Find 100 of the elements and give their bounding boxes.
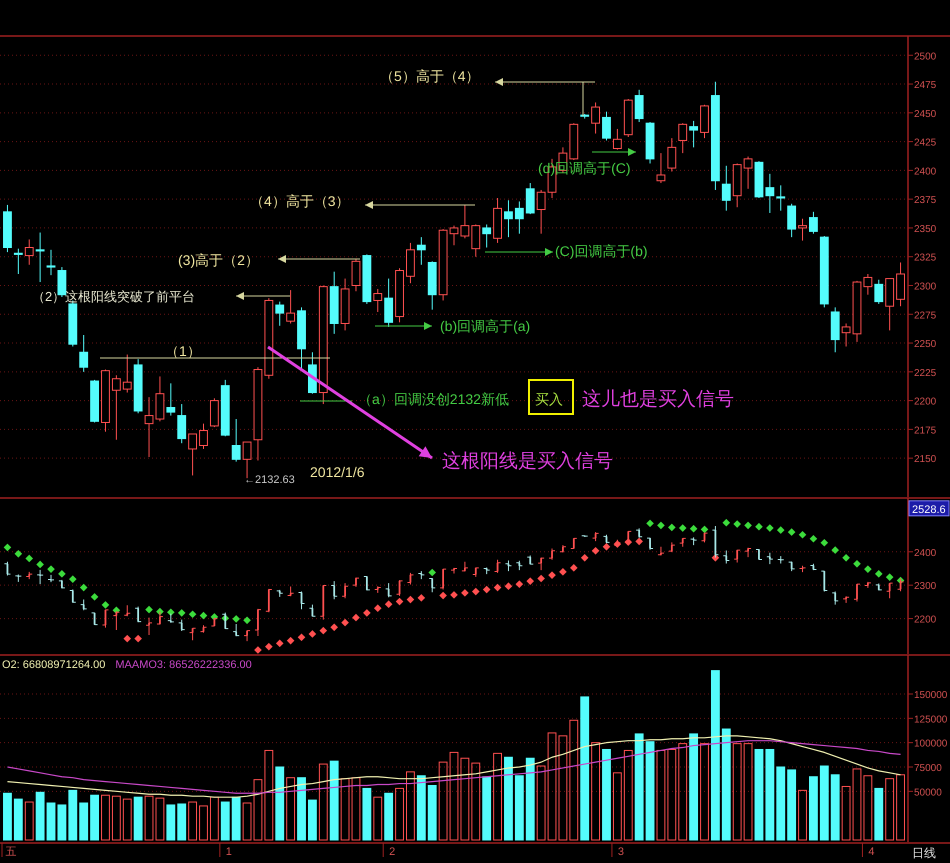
point <box>439 592 447 600</box>
point <box>36 560 44 568</box>
y-tick-label: 2400 <box>914 166 937 178</box>
candlestick <box>14 248 23 274</box>
y-tick-label: 150000 <box>914 690 948 701</box>
bar <box>798 790 807 840</box>
y-tick-label: 2475 <box>914 80 937 92</box>
candlestick <box>112 374 121 440</box>
point <box>482 586 490 594</box>
annotation: ←2132.63 <box>244 474 295 486</box>
point <box>243 616 251 624</box>
point <box>80 584 88 592</box>
candlestick <box>722 165 731 212</box>
y-tick-label: 75000 <box>914 762 942 774</box>
bar <box>656 750 666 840</box>
bar <box>558 735 568 840</box>
candlestick <box>842 322 851 348</box>
candlestick <box>744 156 752 190</box>
point <box>320 626 328 634</box>
annotation: 买入 <box>535 391 563 407</box>
bar <box>722 728 731 840</box>
x-tick-label: 2 <box>389 846 396 858</box>
point <box>494 584 502 592</box>
bar <box>776 766 786 840</box>
candlestick <box>122 354 132 394</box>
bar <box>101 794 110 840</box>
candlestick <box>667 138 676 172</box>
candlestick <box>689 120 698 148</box>
annotation: （4）高于（3） <box>250 193 350 209</box>
annotation: (C)回调高于(b) <box>555 243 648 259</box>
bar <box>820 766 829 840</box>
point <box>450 591 458 599</box>
point <box>657 522 665 530</box>
point <box>700 526 708 534</box>
bar <box>90 794 99 840</box>
legend: O2: 66808971264.00 MAAMO3: 86526222336.00 <box>2 659 252 671</box>
bar <box>308 800 317 840</box>
candlestick <box>177 404 186 444</box>
point <box>842 554 850 562</box>
bar <box>3 792 12 840</box>
y-tick-label: 2200 <box>914 614 937 626</box>
y-tick-label: 125000 <box>914 714 948 726</box>
point <box>330 623 338 632</box>
y-tick-label: 2300 <box>914 581 937 592</box>
point <box>820 538 828 547</box>
point <box>733 520 741 528</box>
bar <box>896 774 905 840</box>
point <box>810 534 818 543</box>
bar <box>514 775 524 840</box>
bar <box>318 764 328 840</box>
annotation: 这儿也是买入信号 <box>582 388 734 410</box>
point <box>286 636 294 644</box>
point <box>516 580 524 588</box>
bar <box>340 778 350 840</box>
annotation: （1） <box>165 343 201 359</box>
point <box>308 630 316 638</box>
bar <box>471 762 480 840</box>
bar <box>460 758 470 840</box>
annotation: 2012/1/6 <box>310 464 365 480</box>
bar <box>362 788 372 840</box>
candlestick <box>798 218 807 242</box>
annotation: （2）这根阳线突破了前平台 <box>32 289 196 304</box>
y-tick-label: 2450 <box>914 108 937 120</box>
x-tick-label: 五 <box>6 846 16 858</box>
x-tick-label: 4 <box>868 846 874 858</box>
bar <box>68 790 78 840</box>
candlestick <box>776 184 786 212</box>
candlestick <box>471 224 480 258</box>
candlestick <box>787 203 796 238</box>
bar <box>79 802 88 840</box>
bar <box>842 786 851 840</box>
bar <box>36 792 45 840</box>
bar <box>874 788 884 840</box>
point <box>298 634 306 642</box>
point <box>668 524 676 532</box>
bar <box>264 750 274 840</box>
point <box>744 522 752 530</box>
point <box>25 554 34 562</box>
point <box>352 614 360 622</box>
candlestick <box>591 102 600 134</box>
bar <box>504 756 513 840</box>
bar <box>602 748 611 840</box>
candlestick <box>602 111 611 141</box>
point <box>47 565 55 573</box>
point <box>178 609 186 617</box>
point <box>14 550 22 558</box>
bar <box>112 796 121 840</box>
point <box>200 612 208 620</box>
point <box>341 618 349 626</box>
point <box>167 608 175 616</box>
bar <box>406 771 415 840</box>
candlestick <box>874 279 884 304</box>
candlestick <box>188 433 198 476</box>
candlestick <box>678 122 688 154</box>
y-tick-label: 100000 <box>914 738 948 750</box>
annotation: （5）高于（4） <box>380 68 480 84</box>
point <box>874 570 883 578</box>
point <box>537 574 545 582</box>
point <box>853 560 861 568</box>
candlestick <box>450 225 458 246</box>
